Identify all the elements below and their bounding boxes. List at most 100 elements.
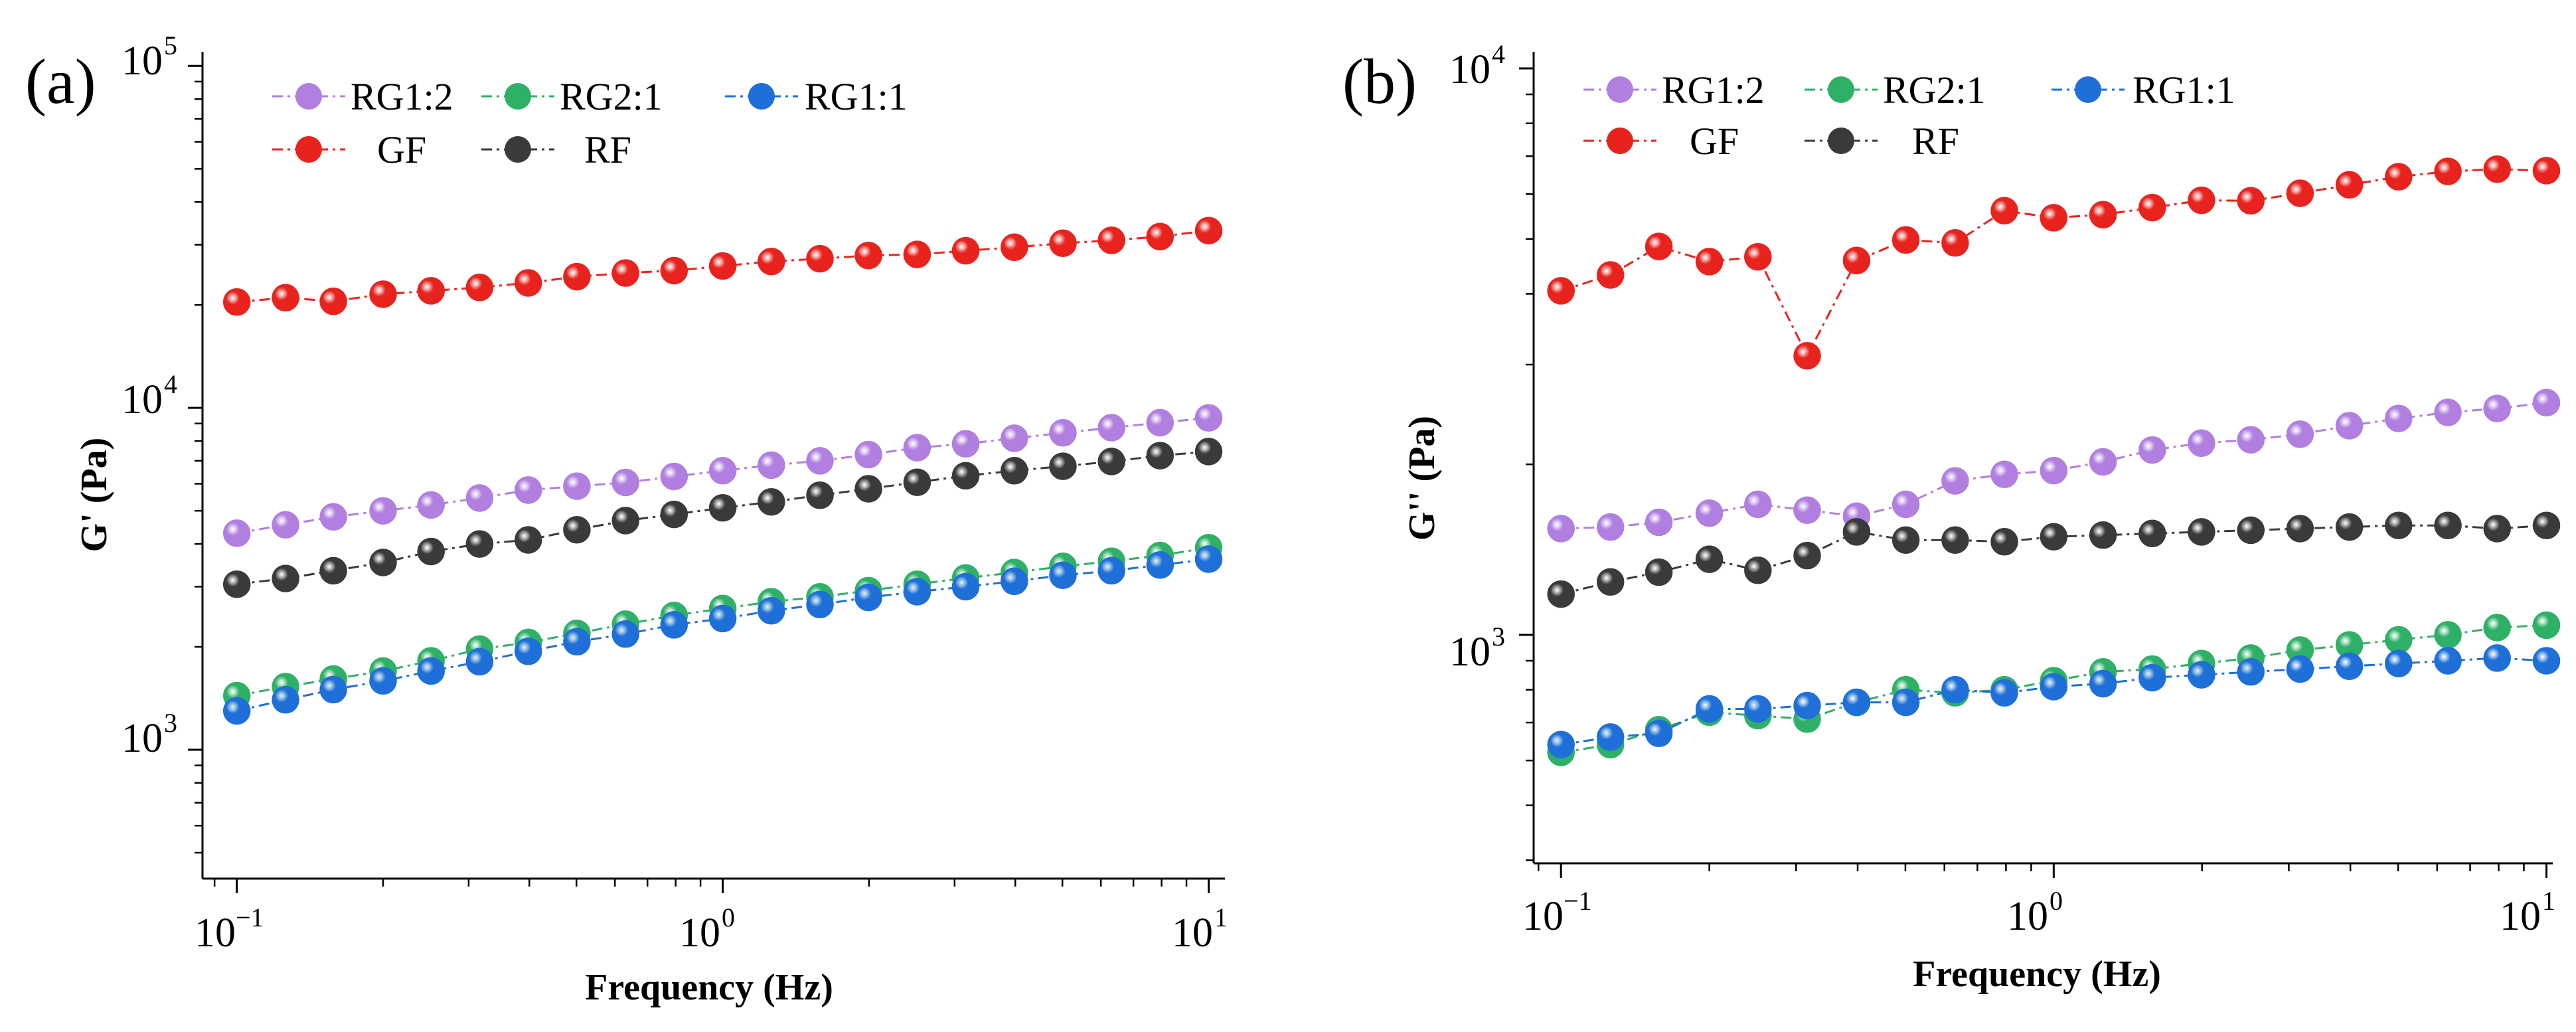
data-point-a-rg11 [951, 572, 980, 601]
data-point-b-rg12 [2434, 398, 2462, 426]
svg-text:RG1:1: RG1:1 [805, 75, 908, 118]
data-point-a-rg12 [1001, 424, 1028, 452]
legend-item-a-rg21: RG2:1 [481, 75, 663, 118]
svg-text:10: 10 [2500, 894, 2541, 939]
data-point-a-rf [1194, 438, 1223, 466]
data-point-b-gf [2286, 179, 2314, 207]
legend-item-a-gf: GF [272, 128, 426, 171]
data-point-b-rf [1793, 541, 1821, 570]
data-point-b-gf [2089, 201, 2117, 228]
svg-text:10: 10 [121, 377, 163, 422]
x-tick-label-b-0: 10 −1 [1522, 886, 1592, 939]
x-tick-label-b-1: 10 0 [2007, 886, 2063, 939]
data-point-b-rg12 [1596, 513, 1625, 541]
legend-item-b-rg21: RG2:1 [1805, 68, 1986, 112]
data-point-a-gf [1194, 216, 1223, 244]
data-point-a-gf [1049, 229, 1077, 258]
data-point-a-gf [222, 288, 251, 316]
data-point-b-gf [1892, 226, 1920, 254]
data-point-b-gf [1645, 232, 1673, 260]
svg-text:RG2:1: RG2:1 [560, 75, 663, 118]
data-point-a-gf [903, 240, 931, 268]
data-point-b-rg11 [1793, 691, 1821, 720]
data-point-a-rf [951, 462, 980, 490]
data-point-a-rg12 [1146, 408, 1174, 437]
data-point-b-rg11 [2089, 669, 2117, 698]
data-point-a-rg12 [611, 468, 639, 497]
y-tick-label-a-2: 10 5 [121, 31, 177, 84]
svg-text:RG1:2: RG1:2 [351, 75, 453, 118]
data-point-b-rg12 [1695, 499, 1724, 527]
series-line-a-gf [236, 229, 1209, 303]
data-point-b-rg21 [2434, 621, 2462, 649]
data-point-a-rg11 [806, 590, 834, 619]
data-point-b-gf [2040, 204, 2068, 232]
svg-text:RG1:2: RG1:2 [1662, 68, 1765, 112]
data-point-b-rg12 [1793, 496, 1821, 524]
data-point-a-rg11 [1049, 561, 1077, 589]
data-point-b-rg12 [2286, 420, 2314, 448]
data-point-a-rg12 [806, 447, 834, 475]
data-point-b-rg12 [1547, 515, 1575, 543]
data-point-b-rg11 [2138, 663, 2166, 692]
data-point-b-rg11 [1547, 731, 1575, 759]
data-point-b-gf [1793, 341, 1821, 370]
data-point-a-rg12 [272, 511, 299, 539]
data-point-a-rf [465, 530, 494, 558]
data-point-b-gf [2434, 157, 2462, 185]
data-point-a-rg11 [514, 638, 542, 665]
data-point-b-rf [1645, 558, 1673, 586]
data-point-a-rf [1001, 457, 1028, 485]
data-point-b-gf [1596, 261, 1625, 289]
svg-text:3: 3 [1492, 622, 1505, 651]
data-point-a-rg11 [465, 647, 494, 676]
panel-a: (a) G' (Pa) Frequency (Hz) 10 −1 10 0 10 1 … [25, 31, 1228, 1008]
data-point-a-gf [465, 274, 494, 301]
data-point-a-rf [854, 475, 882, 503]
data-point-a-rg11 [417, 657, 445, 685]
svg-text:10: 10 [121, 716, 163, 761]
data-point-a-rf [1049, 452, 1077, 480]
data-point-b-rf [2385, 511, 2413, 539]
data-point-a-rg11 [1146, 551, 1174, 579]
legend-item-b-rg12: RG1:2 [1583, 68, 1765, 112]
data-point-b-rf [2089, 521, 2117, 549]
data-point-b-rf [1842, 518, 1871, 546]
data-point-b-rg11 [2532, 647, 2561, 675]
legend-item-b-rg11: RG1:1 [2052, 68, 2235, 112]
data-point-b-rg12 [1645, 508, 1673, 537]
data-point-b-rg11 [1645, 719, 1673, 748]
svg-text:1: 1 [1214, 903, 1228, 932]
data-point-b-gf [2188, 186, 2215, 215]
data-point-a-rg11 [1001, 567, 1028, 596]
data-point-b-rg11 [1892, 688, 1920, 717]
data-point-a-rg12 [514, 476, 542, 504]
data-point-a-rf [563, 515, 591, 544]
data-point-b-gf [2385, 163, 2413, 191]
data-point-b-rg21 [2483, 614, 2511, 642]
data-point-a-rf [903, 468, 931, 496]
data-point-b-rg11 [1941, 675, 1969, 704]
data-point-b-rg11 [2237, 658, 2265, 686]
series-line-a-rf [236, 450, 1209, 586]
data-point-b-gf [1547, 277, 1575, 305]
data-point-b-gf [1990, 197, 2018, 224]
data-point-a-rg12 [854, 440, 882, 469]
data-point-a-rg11 [563, 628, 591, 656]
data-point-a-rg11 [611, 620, 639, 648]
y-tick-label-a-0: 10 3 [121, 708, 177, 761]
svg-text:GF: GF [377, 128, 426, 171]
data-point-a-rg12 [563, 472, 591, 500]
svg-text:RG2:1: RG2:1 [1883, 68, 1986, 112]
legend-b: RG1:2 RG2:1 RG1:1 GF RF [1583, 68, 2235, 163]
data-point-a-rf [417, 537, 445, 566]
data-point-a-gf [660, 256, 688, 285]
data-point-a-rg11 [369, 667, 397, 695]
data-point-b-gf [1941, 229, 1969, 257]
data-point-b-gf [2335, 171, 2364, 199]
svg-text:4: 4 [164, 369, 177, 399]
data-point-b-rg12 [2385, 404, 2413, 432]
data-point-b-rg11 [2335, 652, 2364, 681]
data-point-b-rg11 [2483, 644, 2511, 672]
data-point-b-rf [2483, 515, 2511, 543]
